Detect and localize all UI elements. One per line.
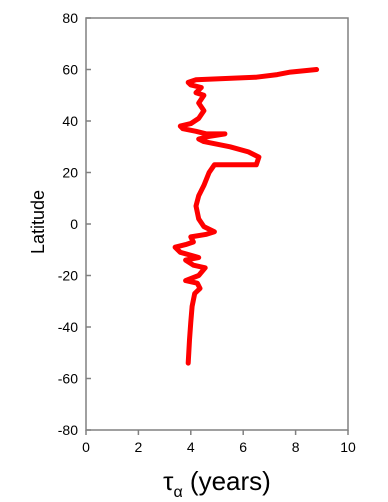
x-tick-label: 6 — [239, 439, 247, 455]
y-tick-label: -80 — [58, 422, 78, 438]
y-tick-label: -40 — [58, 319, 78, 335]
y-tick-label: 0 — [70, 216, 78, 232]
y-tick-label: -20 — [58, 268, 78, 284]
y-tick-label: 80 — [62, 10, 78, 26]
x-axis-ticks: 0 2 4 6 8 10 — [82, 430, 356, 455]
x-axis-title: τα (years) — [163, 466, 271, 501]
series-line — [172, 67, 320, 366]
y-tick-label: 60 — [62, 62, 78, 78]
x-tick-label: 2 — [135, 439, 143, 455]
x-axis-title-unit: (years) — [183, 466, 271, 496]
x-axis-title-subscript: α — [173, 484, 182, 501]
x-tick-label: 10 — [340, 439, 356, 455]
y-axis-ticks: -80 -60 -40 -20 0 20 40 60 80 — [58, 10, 91, 438]
y-tick-label: 20 — [62, 165, 78, 181]
series-layer — [172, 67, 320, 366]
x-axis-title-symbol: τ — [163, 466, 174, 496]
y-axis-title: Latitude — [28, 190, 48, 254]
x-tick-label: 8 — [292, 439, 300, 455]
x-tick-label: 4 — [187, 439, 195, 455]
x-tick-label: 0 — [82, 439, 90, 455]
y-tick-label: 40 — [62, 113, 78, 129]
y-tick-label: -60 — [58, 371, 78, 387]
